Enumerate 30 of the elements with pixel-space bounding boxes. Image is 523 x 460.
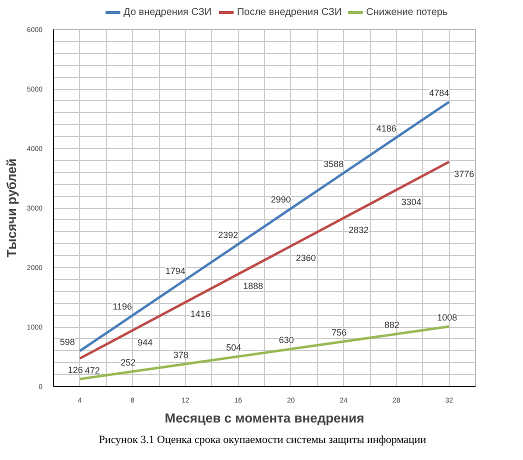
data-label: 2990 <box>270 194 291 205</box>
data-label: 630 <box>278 335 294 346</box>
y-axis-title: Тысячи рублей <box>4 158 19 258</box>
data-label: 2392 <box>218 230 238 240</box>
data-label: 378 <box>173 350 188 360</box>
data-label: 3304 <box>401 196 422 207</box>
data-label: 3588 <box>324 159 344 170</box>
data-label: 2360 <box>296 253 316 264</box>
data-label: 882 <box>384 320 400 330</box>
x-axis-title: Месяцев с момента внедрения <box>164 410 364 426</box>
data-label: 1008 <box>437 312 458 323</box>
legend-label: После внедрения СЗИ <box>236 7 342 18</box>
data-label: 1794 <box>165 266 186 276</box>
text: Рисунок 3.1 Оценка срока окупаемости системы защиты информации <box>98 433 426 448</box>
legend-label: Снижение потерь <box>366 7 448 18</box>
data-label: 4784 <box>429 88 450 98</box>
data-label: 1416 <box>190 309 210 320</box>
data-label: 252 <box>120 358 136 368</box>
data-label: 4186 <box>376 123 396 134</box>
data-label: 472 <box>84 365 100 376</box>
data-label: 504 <box>226 342 242 353</box>
data-label: 1888 <box>243 281 264 292</box>
data-label: 2832 <box>348 224 369 235</box>
data-label: 944 <box>138 337 153 348</box>
data-label: 3776 <box>454 168 474 179</box>
data-label: 1196 <box>112 301 132 312</box>
data-label: 598 <box>60 336 75 347</box>
data-label: 756 <box>332 328 347 338</box>
data-label: 126 <box>68 365 83 376</box>
legend-label: До внедрения СЗИ <box>124 7 212 18</box>
